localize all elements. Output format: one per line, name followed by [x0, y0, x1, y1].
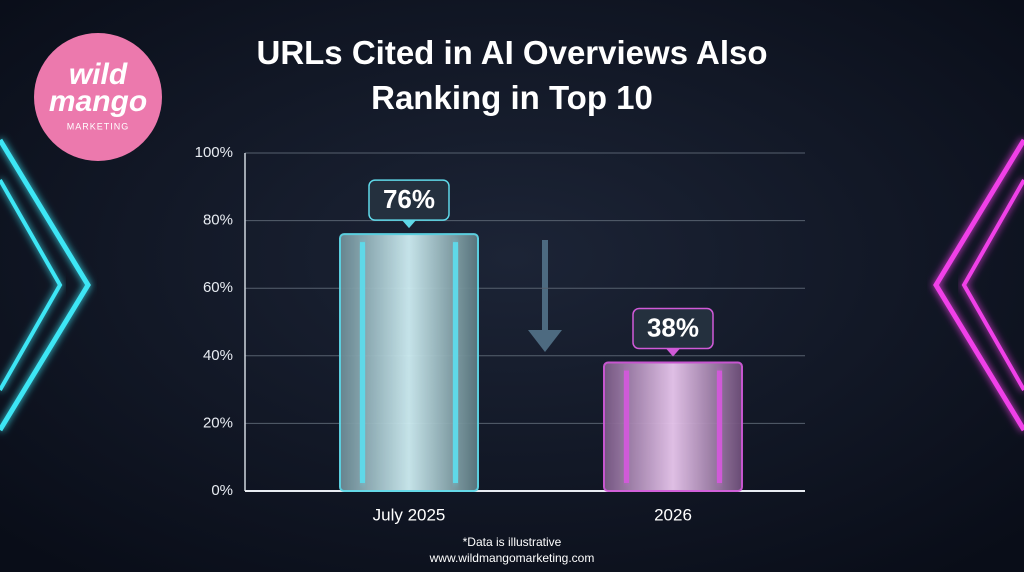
- neon-chevron: [961, 179, 1024, 391]
- logo-text: mango: [49, 85, 147, 118]
- y-tick-label: 60%: [203, 279, 233, 296]
- bar: [603, 361, 743, 492]
- x-tick-label: July 2025: [373, 505, 446, 524]
- x-tick-label: 2026: [654, 505, 692, 524]
- value-label: 76%: [383, 184, 435, 214]
- y-tick-label: 100%: [195, 144, 233, 161]
- logo-text: wild: [69, 58, 128, 91]
- bar-accent: [717, 370, 722, 483]
- bar-accent: [624, 370, 629, 483]
- chart-title: URLs Cited in AI Overviews Also Ranking …: [256, 34, 768, 116]
- neon-chevron: [0, 138, 91, 432]
- bar-accent: [453, 242, 458, 483]
- neon-chevron: [933, 138, 1024, 432]
- source: www.wildmangomarketing.com: [429, 551, 595, 565]
- footnote: *Data is illustrative: [463, 535, 562, 549]
- value-label-pointer: [666, 348, 680, 357]
- logo-badge: [34, 33, 162, 161]
- value-label: 38%: [647, 312, 699, 342]
- y-tick-label: 40%: [203, 347, 233, 364]
- bar-accent: [360, 242, 365, 483]
- y-tick-label: 0%: [211, 482, 233, 499]
- trend-arrow-head: [528, 330, 562, 352]
- y-tick-label: 80%: [203, 212, 233, 229]
- neon-chevron: [0, 179, 63, 391]
- y-tick-label: 20%: [203, 414, 233, 431]
- bar: [339, 233, 479, 492]
- value-label-pointer: [402, 220, 416, 229]
- logo-tagline: MARKETING: [67, 121, 130, 131]
